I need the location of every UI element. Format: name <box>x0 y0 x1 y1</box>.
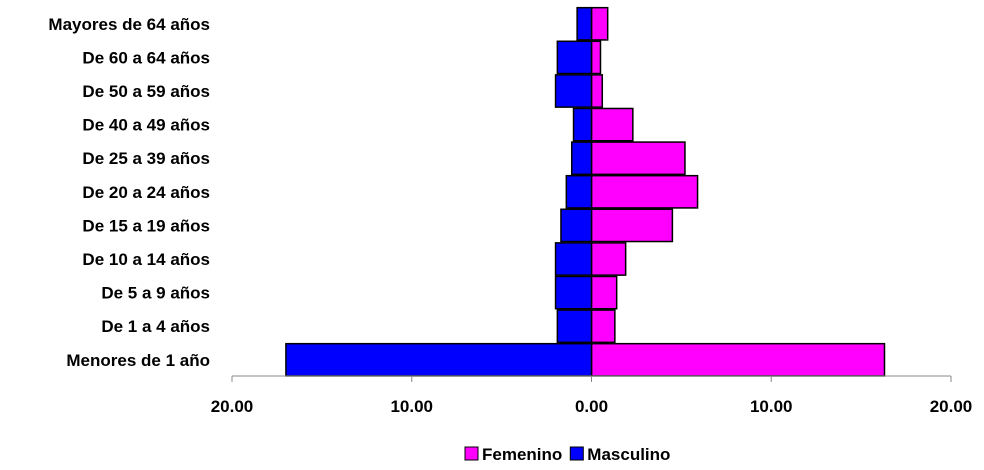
x-axis: 20.00 10.00 0.00 10.00 20.00 <box>211 375 973 416</box>
bar-masculino-de-10-a-14-anos <box>554 242 593 276</box>
bar-femenino-de-50-a-59-anos <box>590 74 604 108</box>
bar-masculino-menores-de-1-ano <box>285 342 593 377</box>
category-label: De 5 a 9 años <box>101 284 210 303</box>
bar-femenino-de-1-a-4-anos <box>590 309 616 344</box>
category-label: De 40 a 49 años <box>82 116 210 135</box>
bar-femenino-de-60-a-64-anos <box>590 40 602 75</box>
bar-femenino-mayores-de-64-anos <box>590 6 609 41</box>
legend-swatch-femenino <box>464 446 479 461</box>
category-label: De 15 a 19 años <box>82 216 210 235</box>
bar-femenino-de-40-a-49-anos <box>590 107 634 142</box>
bar-femenino-menores-de-1-ano <box>590 342 886 377</box>
category-labels: Menores de 1 año De 1 a 4 años De 5 a 9 añ… <box>48 15 210 370</box>
legend: Femenino Masculino <box>464 445 670 464</box>
x-tick-label: 10.00 <box>390 397 433 416</box>
bar-femenino-de-10-a-14-anos <box>590 242 627 276</box>
bar-masculino-de-60-a-64-anos <box>556 40 593 75</box>
bar-masculino-de-15-a-19-anos <box>560 208 593 243</box>
category-label: Mayores de 64 años <box>48 15 210 34</box>
bar-masculino-de-50-a-59-anos <box>554 74 593 108</box>
category-label: De 50 a 59 años <box>82 82 210 101</box>
legend-label-femenino: Femenino <box>482 445 562 464</box>
legend-label-masculino: Masculino <box>587 445 670 464</box>
bars-group <box>285 6 886 377</box>
x-tick-label: 10.00 <box>750 397 793 416</box>
category-label: Menores de 1 año <box>66 351 210 370</box>
x-tick-label: 0.00 <box>575 397 608 416</box>
category-label: De 10 a 14 años <box>82 250 210 269</box>
bar-masculino-de-5-a-9-anos <box>554 275 593 310</box>
bar-masculino-de-40-a-49-anos <box>572 107 593 142</box>
category-label: De 1 a 4 años <box>101 317 210 336</box>
category-label: De 20 a 24 años <box>82 183 210 202</box>
category-label: De 25 a 39 años <box>82 149 210 168</box>
legend-swatch-masculino <box>569 446 584 461</box>
bar-femenino-de-15-a-19-anos <box>590 208 674 243</box>
x-tick-label: 20.00 <box>211 397 254 416</box>
bar-masculino-de-20-a-24-anos <box>565 174 593 209</box>
bar-femenino-de-25-a-39-anos <box>590 141 686 176</box>
bar-femenino-de-5-a-9-anos <box>590 275 618 310</box>
bar-femenino-de-20-a-24-anos <box>590 174 699 209</box>
bar-masculino-de-1-a-4-anos <box>556 309 593 344</box>
bar-masculino-mayores-de-64-anos <box>576 6 593 41</box>
category-label: De 60 a 64 años <box>82 48 210 67</box>
x-tick-label: 20.00 <box>930 397 973 416</box>
bar-masculino-de-25-a-39-anos <box>570 141 593 176</box>
